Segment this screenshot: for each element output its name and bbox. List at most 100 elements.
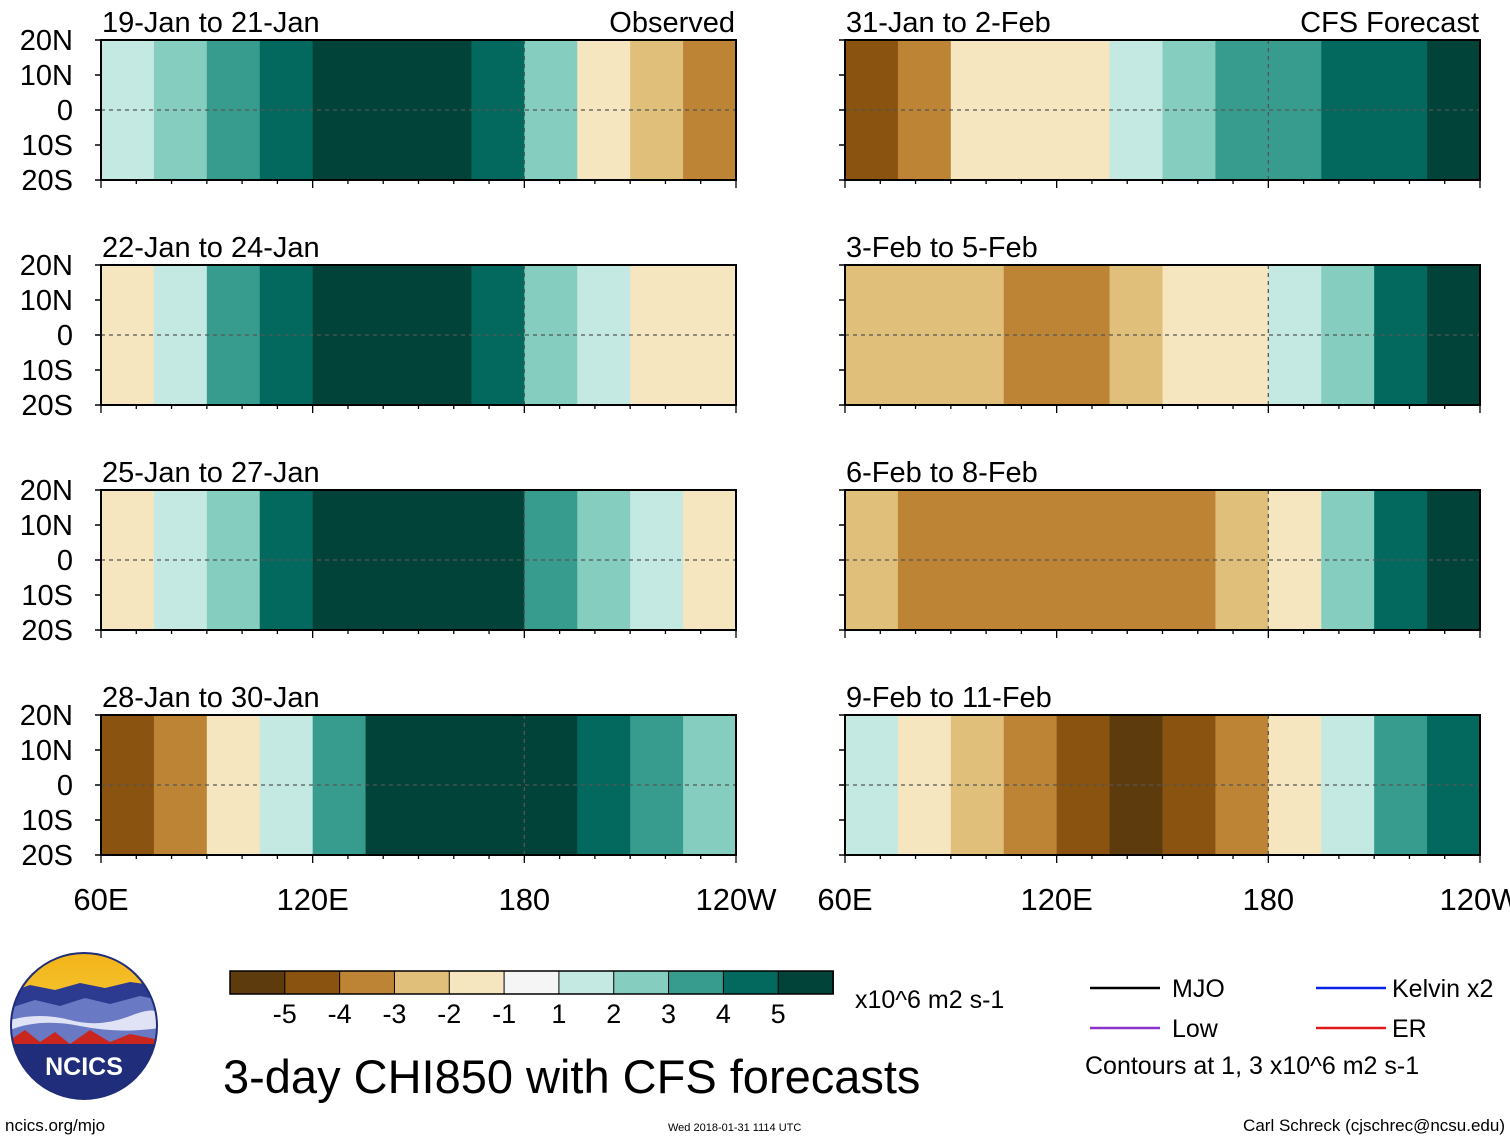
heat-cell: [1109, 349, 1164, 378]
heat-cell: [1003, 152, 1058, 181]
heat-cell: [418, 518, 473, 547]
heat-cell: [897, 68, 952, 97]
colorbar-swatch: [229, 970, 286, 995]
heat-cell: [1427, 68, 1481, 97]
heat-cell: [1427, 827, 1481, 856]
y-tick-label: 20S: [21, 615, 73, 647]
logo-wordmark: NCICS: [45, 1053, 123, 1081]
heat-cell: [1109, 265, 1164, 294]
heat-cell: [206, 827, 261, 856]
y-tick-label: 20S: [21, 165, 73, 197]
heat-cell: [845, 799, 899, 828]
y-tick-label: 0: [57, 545, 73, 577]
heat-cell: [950, 68, 1005, 97]
heat-cell: [1215, 574, 1269, 603]
heat-cell: [365, 827, 420, 856]
heat-cell: [206, 124, 261, 153]
heat-cell: [1374, 349, 1428, 378]
heat-cell: [1215, 490, 1269, 519]
heat-cell: [683, 265, 737, 294]
heat-cell: [365, 743, 420, 772]
heat-cell: [1109, 377, 1164, 406]
colorbar-units: x10^6 m2 s-1: [855, 986, 1004, 1014]
heat-cell: [630, 377, 684, 406]
heat-cell: [845, 152, 899, 181]
heat-cell: [897, 124, 952, 153]
heat-cell: [312, 799, 367, 828]
heat-cell: [1109, 799, 1164, 828]
heat-cell: [101, 349, 155, 378]
heat-cell: [206, 40, 261, 69]
heat-cell: [312, 40, 367, 69]
heat-cell: [365, 490, 420, 519]
heat-cell: [630, 827, 684, 856]
colorbar-tick-label: -3: [382, 999, 406, 1029]
heat-cell: [153, 68, 208, 97]
heat-cell: [1374, 124, 1428, 153]
heat-cell: [471, 490, 525, 519]
heat-cell: [524, 715, 578, 744]
heat-cell: [683, 827, 737, 856]
heat-cell: [524, 349, 578, 378]
heat-cell: [418, 574, 473, 603]
y-tick-label: 10N: [20, 735, 73, 767]
heat-cell: [630, 490, 684, 519]
heat-cell: [312, 124, 367, 153]
colorbar-tick-label: -5: [273, 999, 297, 1029]
panel-fc-0: 31-Jan to 2-Feb CFS Forecast: [839, 7, 1481, 188]
heat-cell: [524, 40, 578, 69]
heat-cell: [1056, 293, 1111, 322]
heat-cell: [524, 518, 578, 547]
heat-cell: [630, 518, 684, 547]
heat-cell: [365, 715, 420, 744]
heat-cell: [259, 518, 314, 547]
timestamp: Wed 2018-01-31 1114 UTC: [668, 1122, 801, 1134]
heat-cell: [418, 293, 473, 322]
heat-cell: [683, 68, 737, 97]
heat-cell: [1374, 574, 1428, 603]
heat-cell: [1109, 490, 1164, 519]
y-tick-label: 10N: [20, 510, 73, 542]
ncics-logo: NCICS: [10, 952, 158, 1100]
heat-cell: [259, 602, 314, 631]
heat-cell: [950, 377, 1005, 406]
heat-cell: [1268, 293, 1322, 322]
legend-label-low: Low: [1172, 1015, 1219, 1043]
heat-cell: [1003, 68, 1058, 97]
heat-cell: [471, 349, 525, 378]
heat-cell: [1215, 715, 1269, 744]
heat-cell: [1268, 574, 1322, 603]
heat-cell: [259, 40, 314, 69]
heat-cell: [1321, 40, 1375, 69]
heat-cell: [312, 152, 367, 181]
heat-cell: [1109, 574, 1164, 603]
heat-cell: [206, 743, 261, 772]
heat-cell: [418, 349, 473, 378]
heat-cell: [950, 602, 1005, 631]
heat-cell: [1162, 518, 1217, 547]
heat-cell: [1056, 602, 1111, 631]
heat-cell: [577, 40, 631, 69]
heat-cell: [365, 124, 420, 153]
heat-cell: [1003, 518, 1058, 547]
heat-cell: [683, 124, 737, 153]
heat-cell: [683, 152, 737, 181]
heat-cell: [1215, 743, 1269, 772]
heat-cell: [683, 574, 737, 603]
heat-cell: [524, 799, 578, 828]
heat-cell: [1374, 152, 1428, 181]
heat-cell: [1003, 715, 1058, 744]
heat-cell: [312, 574, 367, 603]
heat-cell: [1374, 40, 1428, 69]
heat-cell: [1268, 518, 1322, 547]
heat-cell: [471, 743, 525, 772]
colorbar-swatch: [613, 970, 670, 995]
heat-cell: [1162, 574, 1217, 603]
heat-cell: [1162, 827, 1217, 856]
heat-cell: [365, 518, 420, 547]
heat-cell: [577, 377, 631, 406]
heat-cell: [897, 715, 952, 744]
heat-cell: [1374, 743, 1428, 772]
colorbar-swatch: [284, 970, 341, 995]
site-url[interactable]: ncics.org/mjo: [5, 1116, 105, 1135]
